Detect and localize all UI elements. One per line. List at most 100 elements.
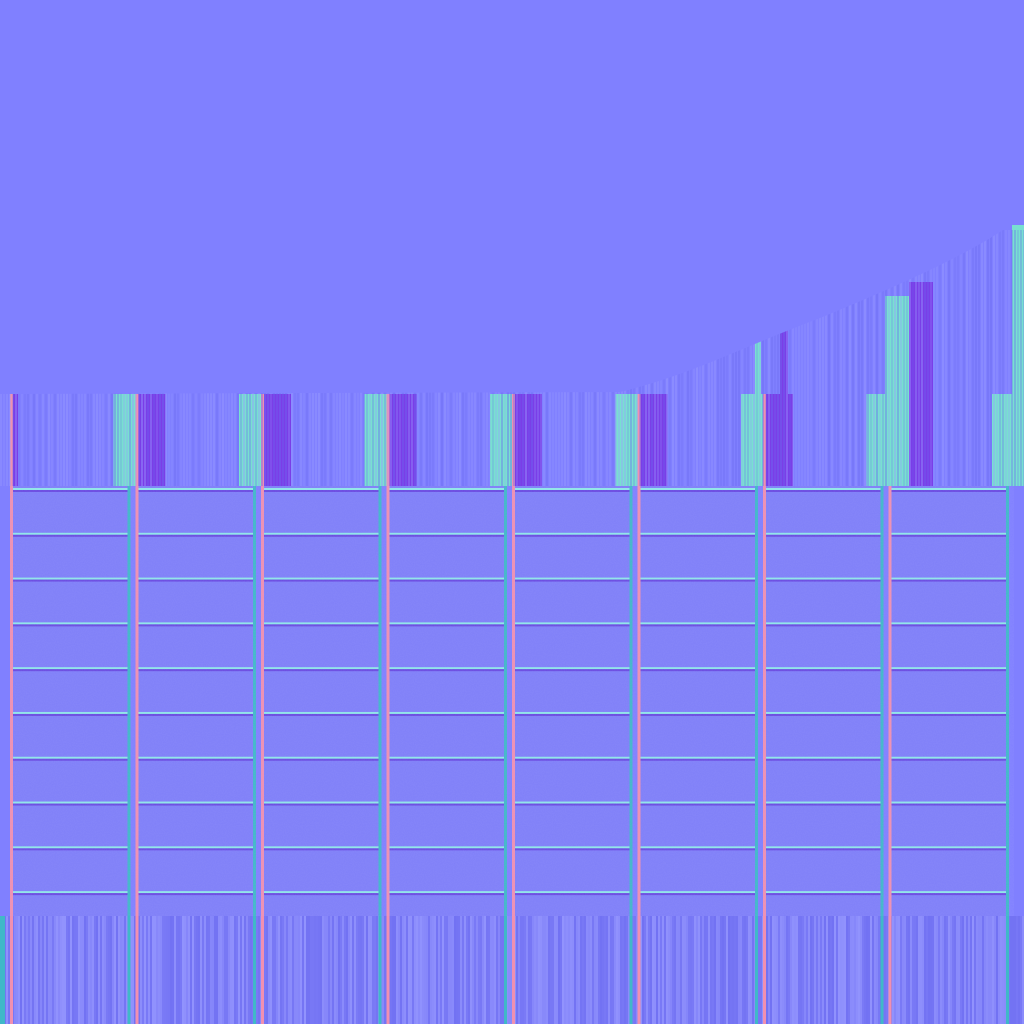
lower-streak	[616, 916, 618, 1024]
lower-streak	[412, 916, 414, 1024]
lower-streak	[66, 916, 68, 1024]
lower-streak	[270, 916, 272, 1024]
lower-streak	[476, 916, 478, 1024]
lower-streak	[568, 916, 570, 1024]
lower-streak	[60, 916, 62, 1024]
streak	[801, 230, 803, 486]
lower-streak	[332, 916, 334, 1024]
lower-streak	[440, 916, 442, 1024]
lower-streak	[562, 916, 564, 1024]
lower-streak	[418, 916, 420, 1024]
lower-streak	[554, 916, 556, 1024]
lower-streak	[842, 916, 844, 1024]
lower-streak	[242, 916, 244, 1024]
lower-streak	[970, 916, 972, 1024]
lower-streak	[998, 916, 1000, 1024]
lower-streak	[414, 916, 416, 1024]
lower-streak	[38, 916, 40, 1024]
streak	[906, 230, 908, 486]
lower-streak	[190, 916, 192, 1024]
streak	[1020, 230, 1022, 486]
lower-streak	[152, 916, 154, 1024]
lower-streak	[734, 916, 736, 1024]
lower-streak	[214, 916, 216, 1024]
curved-roof-surface	[0, 0, 1024, 394]
lower-column-edge-teal	[755, 916, 758, 1024]
streak	[1008, 230, 1010, 486]
lower-streak	[486, 916, 488, 1024]
streak	[888, 230, 890, 486]
lower-streak	[462, 916, 464, 1024]
lower-streak	[858, 916, 860, 1024]
lower-streak	[884, 916, 886, 1024]
lower-streak	[170, 916, 172, 1024]
lower-streak	[498, 916, 500, 1024]
lower-streak	[746, 916, 748, 1024]
streak	[735, 230, 737, 486]
lower-streak	[368, 916, 370, 1024]
lower-streak	[850, 916, 852, 1024]
lower-streak	[366, 916, 368, 1024]
lower-streak	[1004, 916, 1006, 1024]
streak	[816, 230, 818, 486]
lower-streak	[916, 916, 918, 1024]
lower-streak	[574, 916, 576, 1024]
lower-streak	[94, 916, 96, 1024]
lower-streak	[602, 916, 604, 1024]
streak	[930, 230, 932, 486]
lower-streak	[456, 916, 458, 1024]
lower-streak	[80, 916, 82, 1024]
lower-streak	[968, 916, 970, 1024]
streak	[999, 230, 1001, 486]
lower-streak	[1014, 916, 1016, 1024]
lower-streak	[264, 916, 266, 1024]
lower-streak	[314, 916, 316, 1024]
lower-streak	[836, 916, 838, 1024]
lower-streak	[452, 916, 454, 1024]
lower-streak	[640, 916, 642, 1024]
lower-streak	[360, 916, 362, 1024]
lower-streak	[290, 916, 292, 1024]
lower-streak	[844, 916, 846, 1024]
lower-streak	[466, 916, 468, 1024]
lower-streak	[292, 916, 294, 1024]
lower-streak	[330, 916, 332, 1024]
lower-streak	[750, 916, 752, 1024]
streak	[1002, 230, 1004, 486]
lower-streak	[848, 916, 850, 1024]
lower-streak	[600, 916, 602, 1024]
lower-streak	[900, 916, 902, 1024]
lower-streak	[972, 916, 974, 1024]
streak	[900, 230, 902, 486]
lower-streak	[162, 916, 164, 1024]
lower-streak	[266, 916, 268, 1024]
lower-streak	[230, 916, 232, 1024]
streak	[771, 230, 773, 486]
lower-streak	[480, 916, 482, 1024]
lower-streak	[688, 916, 690, 1024]
lower-streak	[680, 916, 682, 1024]
lower-streak	[714, 916, 716, 1024]
lower-streak	[146, 916, 148, 1024]
streak	[915, 230, 917, 486]
lower-column-edge-pink	[10, 916, 13, 1024]
lower-streak	[338, 916, 340, 1024]
lower-streak	[108, 916, 110, 1024]
lower-streak	[962, 916, 964, 1024]
lower-streak	[584, 916, 586, 1024]
lower-column-edge-pink	[512, 916, 515, 1024]
lower-streak	[792, 916, 794, 1024]
lower-streak	[682, 916, 684, 1024]
lower-streak	[1022, 916, 1024, 1024]
lower-streak	[874, 916, 876, 1024]
streak	[765, 230, 767, 486]
lower-streak	[502, 916, 504, 1024]
lower-streak	[34, 916, 36, 1024]
lower-streak	[114, 916, 116, 1024]
lower-streak	[578, 916, 580, 1024]
streak	[810, 230, 812, 486]
lower-streak	[862, 916, 864, 1024]
lower-streak	[200, 916, 202, 1024]
lower-streak	[720, 916, 722, 1024]
lower-streak	[938, 916, 940, 1024]
